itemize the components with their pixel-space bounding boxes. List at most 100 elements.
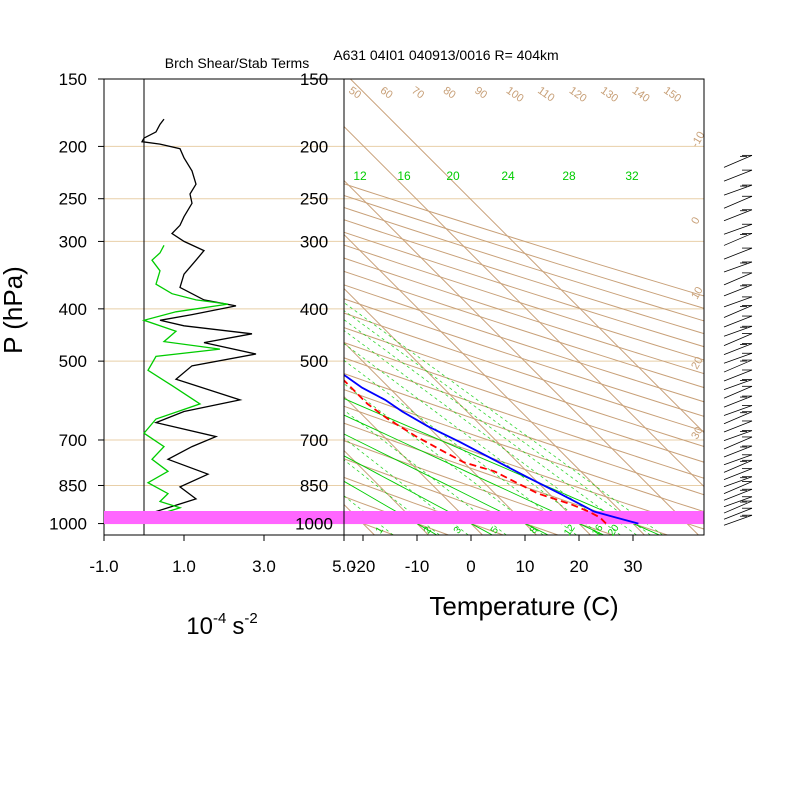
moist-adiabat-label-2: 2 [422,525,434,536]
wind-barbs [723,154,753,526]
dry-adiabat-line [344,422,668,535]
wind-barb [723,184,753,196]
units-base: 10 [186,613,213,640]
moist-adiabat-label-3: 3 [452,525,464,536]
mixing-ratio-label-12: 12 [353,169,367,183]
moist-adiabat-label-16: 16 [590,522,606,538]
adiabat-label-110: 110 [535,85,556,105]
dry-adiabat-line [344,219,704,335]
left-ytick-label-850: 850 [59,476,87,495]
dry-adiabat-line [344,257,704,375]
mixing-ratio-label-32: 32 [625,169,639,183]
left-ytick-label-200: 200 [59,137,87,156]
temp-xtick-label-10: 10 [516,557,535,576]
isotherm-line [344,125,704,488]
pressure-axis-label: P (hPa) [0,266,28,354]
wind-barb [723,305,753,318]
moist-adiabat-line [344,398,660,535]
dry-adiabat-line [344,357,704,479]
units-exp: -4 [213,610,226,627]
wind-barb [723,352,753,364]
adiabat-label-80: 80 [441,85,458,102]
temp-xtick-label-20: 20 [570,557,589,576]
isotherm-line [344,287,591,535]
wind-barb [723,261,753,273]
wind-barb [723,272,753,286]
units-unit-exp: -2 [244,610,257,627]
wind-barb [723,296,753,308]
moist-adiabat-line [344,414,604,535]
wind-barb [723,395,753,408]
wind-barb [723,436,753,450]
isotherm-label-20: 20 [689,355,706,372]
left-ytick-label-500: 500 [59,352,87,371]
right-ytick-label-850: 850 [300,476,328,495]
wind-barb [723,343,753,355]
mixing-ratio-line [344,329,621,535]
wind-barb [723,284,753,297]
dry-adiabat-line [0,79,284,535]
dry-adiabat-line [344,373,704,496]
dry-adiabat-line [344,183,704,297]
wind-barb [723,209,753,222]
wind-barb [723,223,753,235]
isotherm-line [350,79,704,434]
right-ytick-label-200: 200 [300,137,328,156]
wind-barb [723,154,753,168]
wind-barb [723,454,753,466]
right-ytick-label-700: 700 [300,431,328,450]
dry-adiabat-line [344,270,704,389]
isotherm-line [344,179,699,535]
moist-adiabat-line [344,433,549,535]
adiabat-label-90: 90 [472,85,489,102]
shear-stability-panel: 150 200 250 300 400 500 700 850 1000 -1.0 1.0 3.0 5… [0,70,356,640]
left-ytick-label-250: 250 [59,190,87,209]
dry-adiabat-line [344,476,504,535]
wind-barb [723,169,753,182]
left-ytick-label-700: 700 [59,431,87,450]
wind-barb [723,233,753,246]
temp-xtick-label--20: -20 [351,557,376,576]
wind-barb [723,420,753,433]
wind-barb [723,500,753,514]
mixing-ratio-label-24: 24 [501,169,515,183]
mixing-ratio-line [344,383,544,535]
wind-barb [723,195,753,209]
right-ytick-label-250: 250 [300,190,328,209]
dry-adiabat-line [344,231,704,348]
moist-adiabat-line [344,455,493,535]
skew-t-frame [343,78,705,536]
moist-adiabat-label-1: 1 [374,525,386,536]
left-ytick-label-300: 300 [59,232,87,251]
isotherm-label-0: 0 [689,215,702,226]
adiabat-label-100: 100 [504,85,526,105]
dry-adiabat-line [344,194,704,309]
moist-adiabat-line [344,480,438,535]
mixing-ratio-line [344,319,637,535]
isotherm-label-10: 10 [689,285,706,302]
wind-barb [723,445,753,458]
wind-barb [723,247,753,260]
wind-barb [723,496,753,508]
temp-xtick-label--10: -10 [405,557,430,576]
isotherm-line [344,341,537,535]
left-xtick-label-1.0: 1.0 [172,557,196,576]
isotherm-line [344,233,645,535]
isotherm-line [344,395,483,535]
right-ytick-label-300: 300 [300,232,328,251]
isotherm-line [344,449,429,535]
dry-adiabat-line [344,458,559,535]
moist-adiabat-label-20: 20 [606,522,622,538]
left-ytick-label-400: 400 [59,300,87,319]
mixing-ratio-line [344,302,663,535]
left-xtick-label-3.0: 3.0 [252,557,276,576]
wind-barb [723,507,753,520]
dry-adiabat-line [344,440,613,535]
wind-barb [723,359,753,373]
adiabat-label-140: 140 [630,85,652,105]
dry-adiabat-line [344,341,704,463]
wind-barb [723,333,753,346]
right-ytick-label-150: 150 [300,70,328,89]
dry-adiabat-line [344,312,704,432]
